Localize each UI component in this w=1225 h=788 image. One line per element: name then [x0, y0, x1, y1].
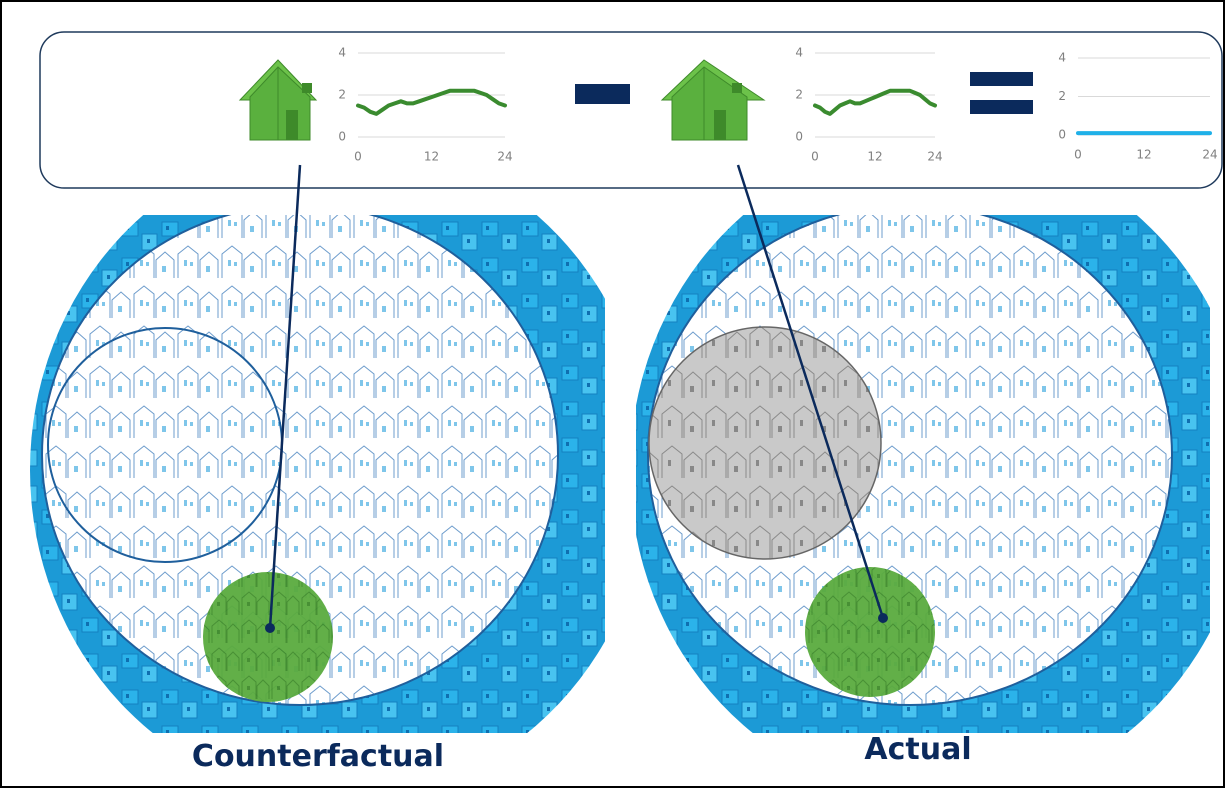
- x-tick-label: 24: [927, 150, 942, 164]
- equals-sign: [970, 72, 1033, 86]
- x-tick-label: 12: [1136, 148, 1151, 162]
- equals-sign: [970, 100, 1033, 114]
- y-tick-label: 4: [338, 46, 346, 60]
- y-tick-label: 4: [1058, 51, 1066, 65]
- y-tick-label: 2: [1058, 89, 1066, 103]
- y-tick-label: 2: [338, 88, 346, 102]
- x-tick-label: 0: [1074, 148, 1082, 162]
- y-tick-label: 0: [795, 130, 803, 144]
- formula-box: [40, 32, 1222, 188]
- panel-label: Actual: [864, 732, 971, 767]
- y-tick-label: 0: [338, 130, 346, 144]
- y-tick-label: 0: [1058, 128, 1066, 142]
- actual-scene: [630, 140, 1225, 788]
- x-tick-label: 0: [354, 150, 362, 164]
- y-tick-label: 2: [795, 88, 803, 102]
- counterfactual-scene: [30, 140, 650, 788]
- minus-sign: [575, 84, 630, 104]
- y-tick-label: 4: [795, 46, 803, 60]
- diagram: Counterfactual Actual 024012240240122402…: [0, 0, 1225, 788]
- x-tick-label: 24: [497, 150, 512, 164]
- pointer-dot: [878, 613, 888, 623]
- x-tick-label: 24: [1202, 148, 1217, 162]
- x-tick-label: 12: [867, 150, 882, 164]
- x-tick-label: 0: [811, 150, 819, 164]
- panel-label: Counterfactual: [192, 739, 444, 774]
- x-tick-label: 12: [424, 150, 439, 164]
- pointer-dot: [265, 623, 275, 633]
